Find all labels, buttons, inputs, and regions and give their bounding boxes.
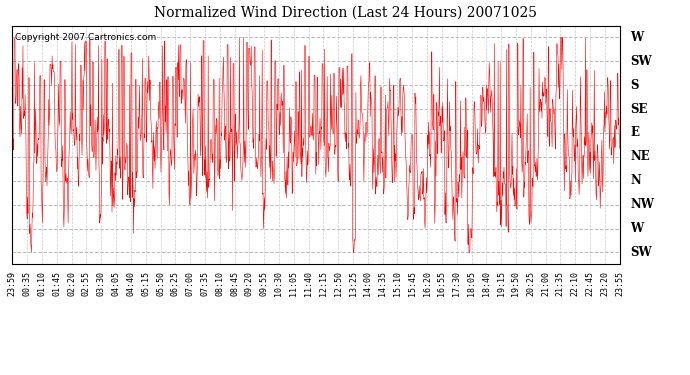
Text: Normalized Wind Direction (Last 24 Hours) 20071025: Normalized Wind Direction (Last 24 Hours… (153, 6, 537, 20)
Text: Copyright 2007 Cartronics.com: Copyright 2007 Cartronics.com (15, 33, 157, 42)
